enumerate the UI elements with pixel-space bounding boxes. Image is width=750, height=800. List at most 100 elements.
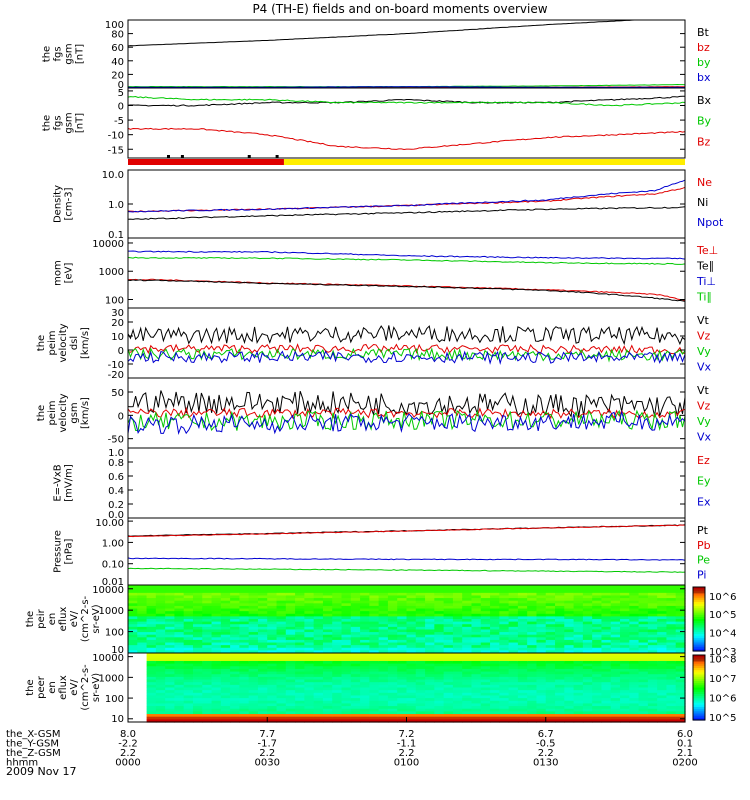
heatmap-cell: [406, 605, 417, 610]
ytick-label: 5: [118, 88, 124, 99]
panel-frame: [127, 447, 686, 519]
heatmap-cell: [192, 629, 203, 633]
heatmap-cell: [313, 666, 324, 670]
heatmap-cell: [360, 676, 370, 681]
ylabel-line: gsm: [64, 43, 75, 64]
heatmap-cell: [295, 624, 305, 628]
heatmap-cell: [555, 650, 565, 654]
heatmap-cell: [230, 714, 240, 718]
heatmap-cell: [295, 711, 305, 715]
heatmap-cell: [666, 687, 677, 691]
heatmap-cell: [341, 639, 352, 644]
heatmap-cell: [657, 660, 668, 665]
heatmap-cell: [285, 666, 296, 670]
heatmap-cell: [471, 666, 482, 670]
heatmap-cell: [582, 637, 593, 641]
heatmap-cell: [545, 711, 556, 715]
heatmap-cell: [638, 600, 649, 604]
heatmap-cell: [387, 603, 398, 607]
heatmap-cell: [564, 600, 575, 604]
heatmap-cell: [257, 595, 268, 599]
heatmap-cell: [341, 666, 352, 670]
heatmap-cell: [555, 714, 565, 718]
heatmap-cell: [638, 626, 649, 631]
heatmap-cell: [452, 716, 463, 720]
x-axis-row-label: hhmm: [6, 758, 38, 769]
heatmap-cell: [369, 595, 380, 599]
heatmap-cell: [350, 698, 361, 702]
heatmap-cell: [304, 695, 315, 699]
heatmap-cell: [462, 660, 473, 665]
heatmap-cell: [220, 587, 231, 591]
heatmap-cell: [564, 690, 575, 694]
heatmap-cell: [313, 695, 324, 699]
heatmap-cell: [582, 714, 593, 718]
heatmap-cell: [387, 647, 398, 651]
heatmap-cell: [536, 626, 547, 631]
heatmap-cell: [155, 587, 166, 591]
heatmap-cell: [452, 714, 463, 718]
heatmap-cell: [248, 679, 259, 683]
heatmap-cell: [582, 671, 593, 675]
heatmap-cell: [406, 645, 417, 649]
heatmap-cell: [174, 616, 185, 620]
heatmap-cell: [341, 626, 352, 631]
heatmap-cell: [471, 655, 482, 659]
heatmap-cell: [248, 603, 259, 607]
heatmap-cell: [220, 711, 231, 715]
heatmap-cell: [360, 655, 370, 659]
heatmap-cell: [406, 711, 417, 715]
heatmap-cell: [573, 653, 584, 657]
heatmap-cell: [582, 645, 593, 649]
heatmap-cell: [248, 616, 259, 620]
heatmap-cell: [480, 650, 491, 654]
heatmap-cell: [443, 671, 454, 675]
heatmap-cell: [434, 674, 445, 678]
heatmap-cell: [666, 714, 677, 718]
heatmap-cell: [211, 639, 222, 644]
heatmap-cell: [174, 679, 185, 683]
heatmap-cell: [536, 634, 547, 638]
heatmap-cell: [527, 711, 538, 715]
colorbar-segment: [693, 676, 705, 680]
heatmap-cell: [322, 605, 333, 610]
heatmap-cell: [146, 706, 157, 710]
heatmap-cell: [174, 645, 185, 649]
xtick-label: 0130: [533, 758, 558, 769]
heatmap-cell: [202, 682, 213, 686]
heatmap-cell: [220, 668, 231, 673]
heatmap-cell: [499, 603, 510, 607]
heatmap-cell: [425, 650, 435, 654]
heatmap-cell: [536, 611, 547, 615]
heatmap-cell: [610, 624, 621, 628]
heatmap-cell: [155, 621, 166, 625]
heatmap-cell: [415, 608, 426, 612]
heatmap-cell: [610, 587, 621, 591]
heatmap-cell: [276, 621, 287, 625]
heatmap-cell: [573, 706, 584, 710]
heatmap-cell: [295, 608, 305, 612]
colorbar-segment: [693, 655, 705, 658]
heatmap-cell: [202, 666, 213, 670]
ylabel-line: the: [42, 46, 53, 62]
heatmap-cell: [230, 700, 240, 705]
heatmap-cell: [350, 660, 361, 665]
heatmap-cell: [434, 690, 445, 694]
colorbar-segment: [693, 601, 705, 605]
heatmap-cell: [257, 647, 268, 651]
heatmap-cell: [239, 595, 250, 599]
heatmap-cell: [471, 663, 482, 667]
heatmap-cell: [248, 660, 259, 665]
heatmap-cell: [341, 692, 352, 697]
heatmap-cell: [230, 605, 240, 610]
heatmap-cell: [183, 587, 194, 591]
heatmap-cell: [276, 687, 287, 691]
heatmap-cell: [387, 660, 398, 665]
heatmap-cell: [202, 626, 213, 631]
heatmap-cell: [536, 714, 547, 718]
heatmap-cell: [657, 624, 668, 628]
heatmap-cell: [174, 637, 185, 641]
heatmap-cell: [332, 585, 343, 589]
heatmap-cell: [378, 653, 389, 657]
heatmap-cell: [638, 587, 649, 591]
